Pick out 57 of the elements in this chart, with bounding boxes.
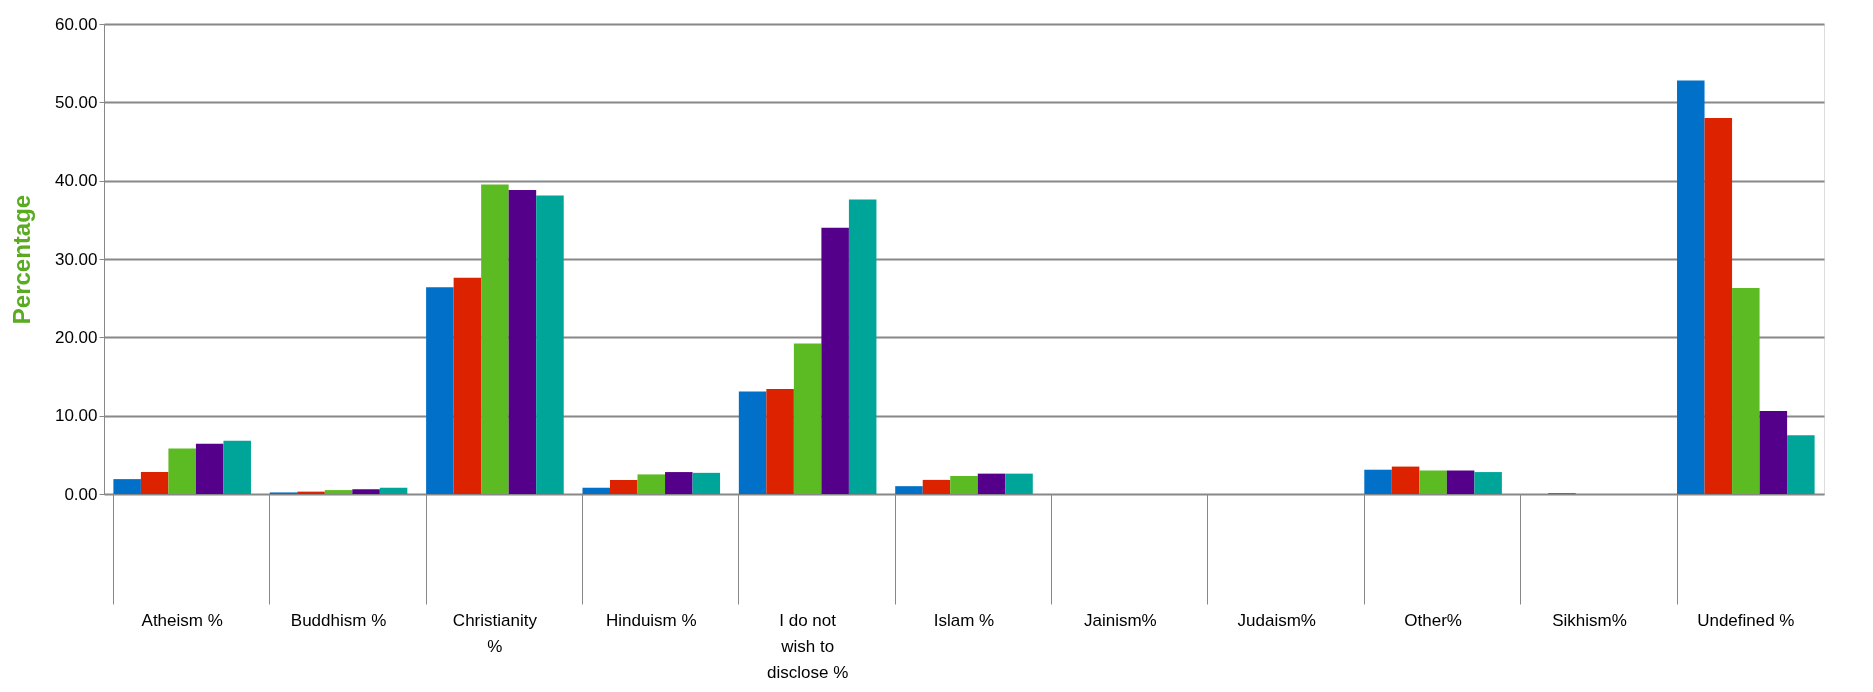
bar [848,199,877,494]
bar [665,472,693,494]
bar [324,490,353,494]
y-tick-label: 0.00 [64,484,98,504]
bar [1732,287,1760,494]
bar [1759,410,1788,494]
y-tick-label: 60.00 [54,14,98,34]
bar [481,184,509,494]
bar [1005,473,1033,494]
bar [609,479,638,494]
x-tick-label: I do not wish to disclose % [767,610,849,682]
bar [922,479,951,494]
x-tick-label: Sikhism% [1552,610,1627,630]
bar [766,389,794,494]
y-tick-label: 20.00 [54,327,98,347]
x-tick-label: Christianity % [452,610,538,656]
y-tick-label: 50.00 [54,92,98,112]
x-tick-label: Hinduism % [605,610,697,630]
bar [1391,466,1420,494]
bar [352,489,380,494]
x-tick-label: Judaism% [1237,610,1316,630]
x-tick-label: Jainism% [1083,610,1157,630]
bar [1474,472,1502,494]
bar [738,391,767,494]
x-tick-label: Islam % [933,610,995,630]
bar [1419,470,1447,494]
bar [453,277,482,494]
bar [1787,435,1815,494]
bar [113,479,141,494]
x-tick-label: Buddhism % [290,610,387,630]
bar [1446,470,1475,494]
bar [140,472,169,494]
bar [637,474,666,494]
y-tick-label: 10.00 [54,406,98,426]
bar [1704,118,1733,494]
bar [536,195,564,494]
bar [508,190,537,494]
bar [195,443,224,494]
y-axis-title: Percentage [7,194,35,325]
bar [793,343,822,494]
bar [426,287,454,494]
bar [168,448,196,494]
x-tick-label: Atheism % [141,610,223,630]
bar [379,487,408,494]
bar [950,475,978,494]
bar [1364,469,1392,494]
x-tick-label: Undefined % [1697,610,1795,630]
bar [821,227,849,494]
x-tick-label: Other% [1404,610,1462,630]
y-tick-label: 40.00 [54,171,98,191]
bar [977,473,1006,494]
bar [1677,80,1705,494]
bar [895,486,923,494]
y-tick-label: 30.00 [54,249,98,269]
bar [692,472,721,494]
bar [582,487,610,494]
bar [223,440,251,494]
